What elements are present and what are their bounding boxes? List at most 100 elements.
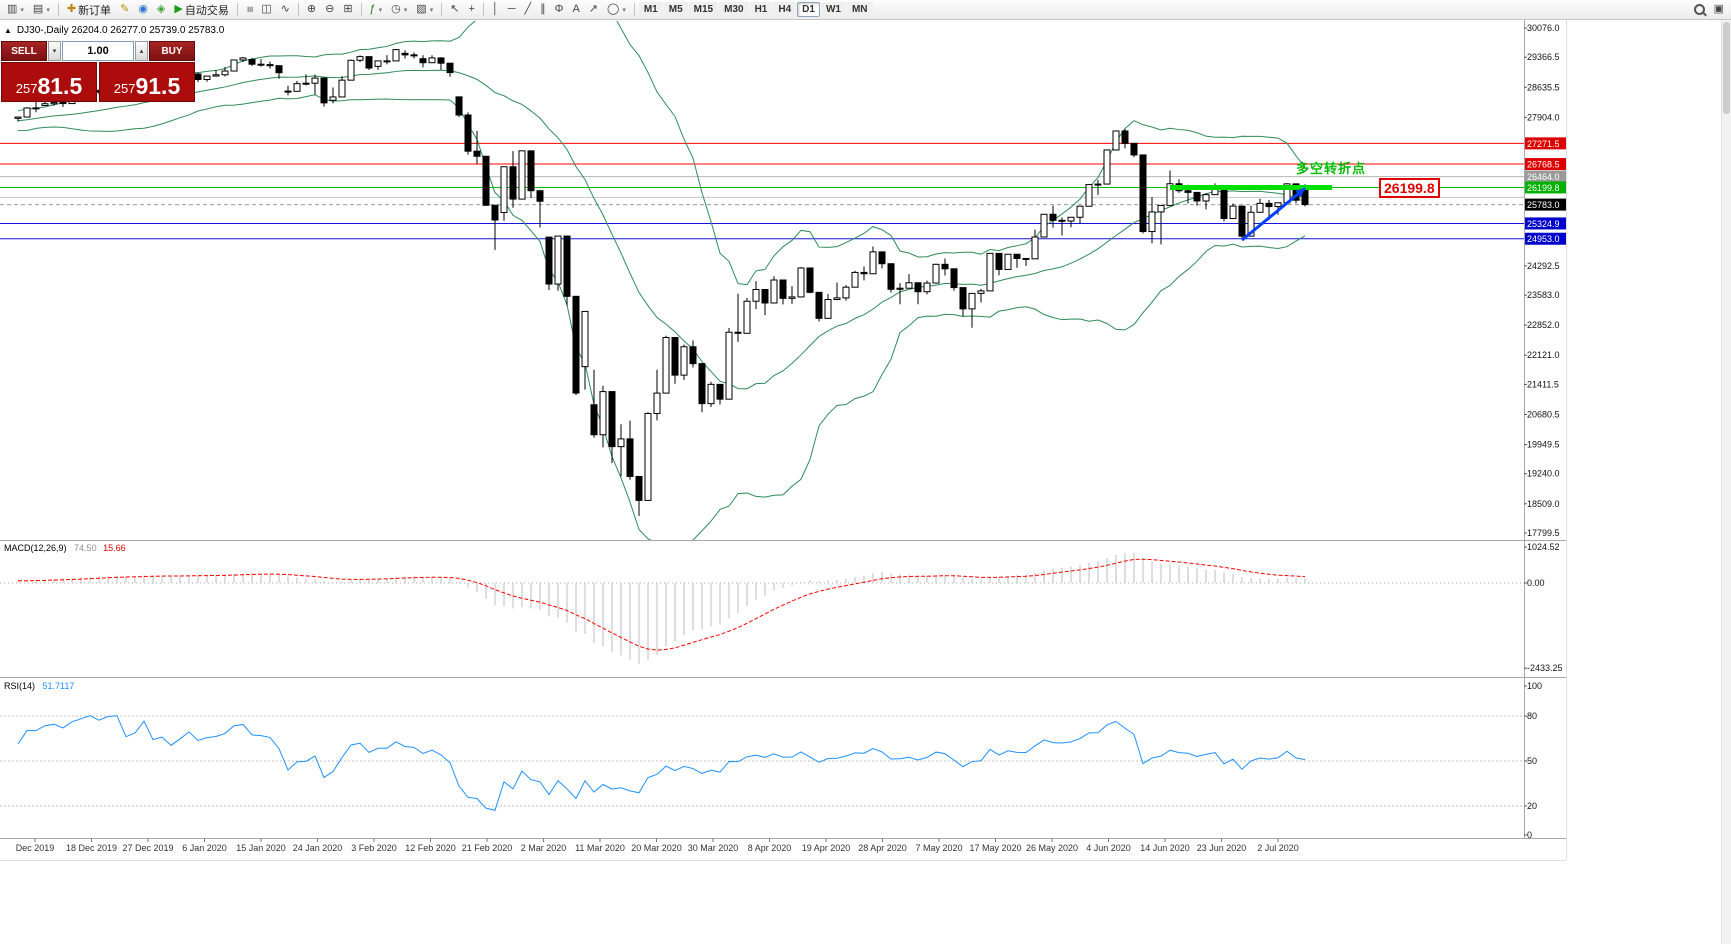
sell-button[interactable]: SELL bbox=[1, 41, 47, 61]
community-icon: ◉ bbox=[138, 3, 148, 15]
timeframe-m1-button[interactable]: M1 bbox=[638, 2, 663, 17]
candle-body bbox=[581, 310, 589, 368]
autotrading-button-label: 自动交易 bbox=[184, 4, 229, 17]
bid-price[interactable]: 257 81.5 bbox=[1, 62, 97, 102]
tile-windows-button[interactable]: ⊞ bbox=[339, 2, 356, 18]
volume-down-button[interactable]: ▾ bbox=[48, 41, 61, 61]
ask-price[interactable]: 257 91.5 bbox=[99, 62, 195, 102]
candle-body bbox=[797, 267, 805, 298]
zoom-out-button[interactable]: ⊖ bbox=[321, 2, 338, 18]
mql-editor-button[interactable]: ✎ bbox=[116, 2, 133, 18]
rsi-tick-label: 20 bbox=[1527, 801, 1537, 811]
candle-body bbox=[239, 57, 247, 61]
cursor-button[interactable]: ↖ bbox=[446, 2, 463, 18]
vertical-line-button[interactable]: │ bbox=[488, 2, 503, 18]
candlestick-chart-button[interactable]: ◫ bbox=[257, 2, 275, 18]
periods-button[interactable]: ◷ ▾ bbox=[387, 2, 411, 18]
price-flag-label: 26464.0 bbox=[1527, 172, 1560, 182]
zoom-in-button[interactable]: ⊕ bbox=[303, 2, 320, 18]
volume-up-button[interactable]: ▴ bbox=[135, 41, 148, 61]
new-order-button[interactable]: ✚ 新订单 bbox=[63, 2, 115, 18]
timeframe-m5-button[interactable]: M5 bbox=[663, 2, 688, 17]
candle-body bbox=[347, 59, 355, 81]
arrows-button[interactable]: ↗ bbox=[585, 2, 602, 18]
price-flag bbox=[1525, 137, 1566, 150]
candle-body bbox=[590, 404, 598, 436]
candle-body bbox=[950, 268, 958, 289]
candle-body bbox=[743, 300, 751, 334]
vertical-scrollbar[interactable] bbox=[1721, 20, 1731, 944]
profiles-button[interactable]: ▤ ▾ bbox=[29, 2, 54, 18]
date-label: 19 Apr 2020 bbox=[802, 843, 851, 853]
new-order-icon: ✚ bbox=[66, 3, 77, 15]
dropdown-arrow-icon: ▾ bbox=[622, 6, 626, 14]
price-flag bbox=[1525, 170, 1566, 183]
candle-body bbox=[383, 60, 391, 63]
candle-body bbox=[410, 54, 418, 57]
date-label: 4 Jun 2020 bbox=[1086, 843, 1131, 853]
date-label: 28 Apr 2020 bbox=[858, 843, 907, 853]
price-flag bbox=[1525, 181, 1566, 194]
channel-button[interactable]: ∥ bbox=[536, 2, 550, 18]
timeframe-h1-button[interactable]: H1 bbox=[749, 2, 773, 17]
candle-body bbox=[851, 271, 859, 288]
timeframe-m30-button[interactable]: M30 bbox=[719, 2, 749, 17]
candle-body bbox=[1049, 213, 1057, 221]
timeframe-w1-button[interactable]: W1 bbox=[820, 2, 846, 17]
market-button[interactable]: ◈ bbox=[153, 2, 169, 18]
text-button[interactable]: A bbox=[568, 2, 583, 18]
trend-arrow-head bbox=[1295, 188, 1305, 198]
price-tick-label: 30076.0 bbox=[1527, 23, 1560, 33]
indicators-button[interactable]: ƒ ▾ bbox=[366, 2, 387, 18]
buy-button[interactable]: BUY bbox=[149, 41, 195, 61]
timeframe-h4-button[interactable]: H4 bbox=[773, 2, 797, 17]
timeframe-mn-button[interactable]: MN bbox=[846, 2, 873, 17]
autotrading-button[interactable]: ▶ 自动交易 bbox=[170, 2, 232, 18]
candle-body bbox=[887, 263, 895, 290]
candle-body bbox=[662, 337, 670, 394]
bar-chart-button[interactable]: ≡ bbox=[242, 2, 256, 18]
turning-point-annotation: 多空转折点 bbox=[1296, 161, 1367, 176]
price-flag-label: 25324.9 bbox=[1527, 219, 1560, 229]
price-tick-label: 18509.0 bbox=[1527, 499, 1560, 509]
candle-body bbox=[1157, 204, 1165, 213]
candle-body bbox=[437, 57, 445, 64]
trendline-button[interactable]: ╱ bbox=[521, 2, 536, 18]
toolbar-separator bbox=[482, 3, 484, 16]
line-chart-button[interactable]: ∿ bbox=[277, 2, 294, 18]
templates-button[interactable]: ▧ ▾ bbox=[412, 2, 437, 18]
candle-body bbox=[401, 52, 409, 56]
candle-body bbox=[716, 383, 724, 400]
crosshair-button[interactable]: + bbox=[464, 2, 478, 18]
candle-body bbox=[806, 267, 814, 293]
community-button[interactable]: ◉ bbox=[134, 2, 152, 18]
one-click-collapse-button[interactable]: ▲ bbox=[4, 26, 12, 35]
date-label: 30 Mar 2020 bbox=[688, 843, 739, 853]
price-tick-label: 22852.0 bbox=[1527, 320, 1560, 330]
volume-input[interactable] bbox=[62, 41, 134, 61]
shapes-button[interactable]: ◯ ▾ bbox=[603, 2, 630, 18]
candle-body bbox=[653, 392, 661, 414]
candle-body bbox=[572, 295, 580, 394]
macd-signal-value: 15.66 bbox=[103, 543, 126, 553]
macd-layer bbox=[0, 552, 1524, 664]
macd-tick-label: 1024.52 bbox=[1527, 542, 1560, 552]
candle-body bbox=[833, 297, 841, 300]
timeframe-m15-button[interactable]: M15 bbox=[688, 2, 719, 17]
horizontal-line-button[interactable]: ─ bbox=[504, 2, 520, 18]
data-window-button[interactable]: ▣ bbox=[1710, 2, 1728, 18]
candle-body bbox=[554, 235, 562, 285]
timeframe-d1-button[interactable]: D1 bbox=[797, 2, 820, 17]
scrollbar-thumb[interactable] bbox=[1723, 22, 1730, 114]
fibonacci-button[interactable]: Φ bbox=[551, 2, 568, 18]
new-chart-button[interactable]: ▥ ▾ bbox=[3, 2, 28, 18]
candle-body bbox=[1103, 149, 1111, 185]
fibonacci-icon: Φ bbox=[554, 3, 564, 15]
toolbar-separator bbox=[236, 3, 238, 16]
candle-body bbox=[1121, 130, 1129, 144]
search-button[interactable] bbox=[1690, 2, 1709, 18]
candle-body bbox=[1094, 183, 1102, 186]
toolbar-separator bbox=[297, 3, 299, 16]
